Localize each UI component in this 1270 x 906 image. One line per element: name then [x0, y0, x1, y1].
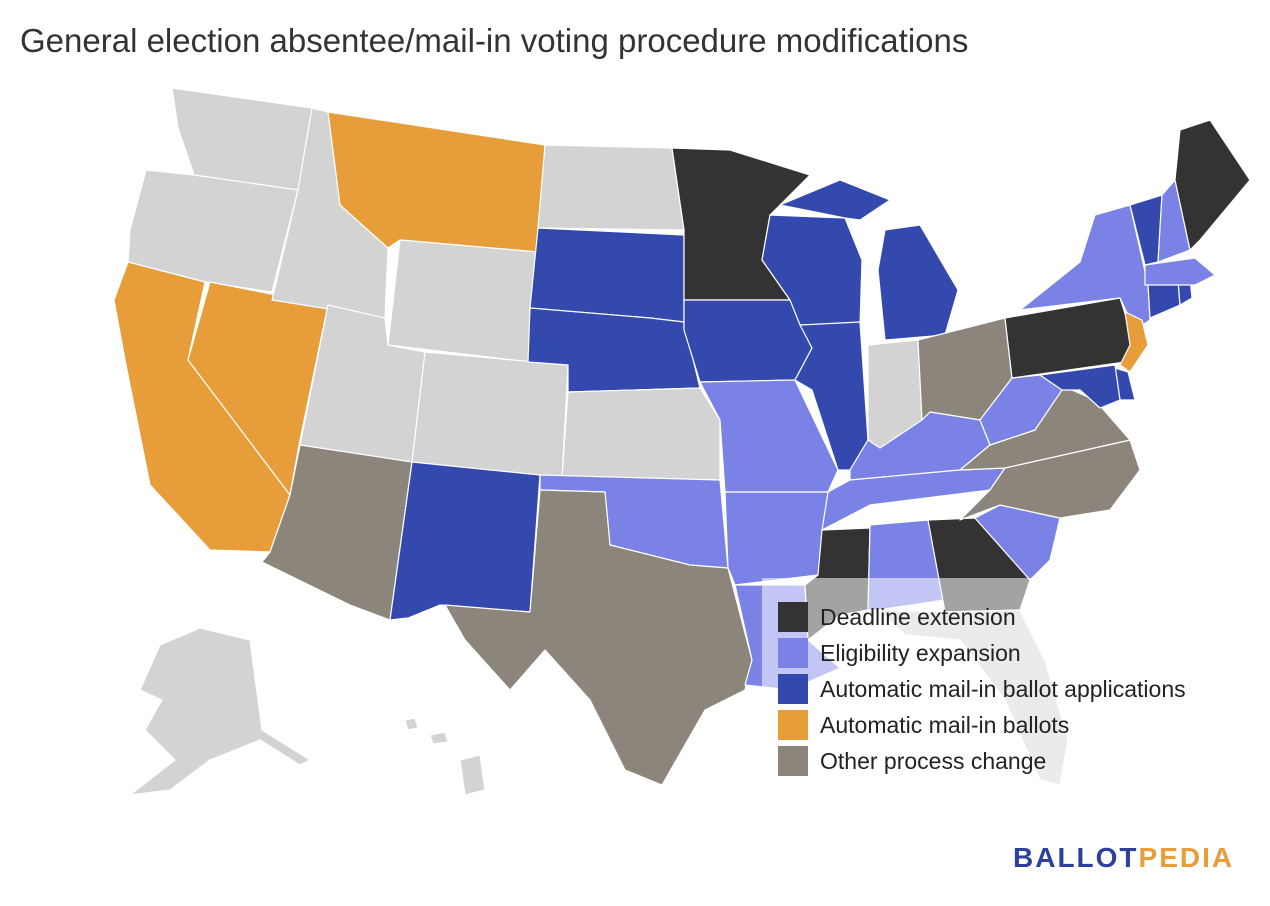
- state-co: [411, 351, 569, 481]
- state-ma: [1144, 257, 1216, 286]
- state-ak: [129, 627, 311, 796]
- state-tx: [444, 489, 753, 786]
- state-ia: [683, 299, 813, 383]
- legend-item-ballots: Automatic mail-in ballots: [778, 710, 1069, 740]
- state-ca: [113, 261, 291, 553]
- legend-item-deadline: Deadline extension: [778, 602, 1016, 632]
- state-ks: [561, 387, 721, 481]
- legend: Deadline extension Eligibility expansion…: [762, 578, 1240, 784]
- legend-label-other: Other process change: [820, 747, 1047, 774]
- ballotpedia-logo: BALLOTPEDIA: [1013, 842, 1234, 874]
- legend-swatch-eligibility: [778, 638, 808, 668]
- logo-text-ballot: BALLOT: [1013, 842, 1139, 873]
- state-md: [1039, 364, 1121, 409]
- legend-swatch-deadline: [778, 602, 808, 632]
- logo-text-pedia: PEDIA: [1138, 842, 1235, 873]
- legend-swatch-applications: [778, 674, 808, 704]
- legend-item-applications: Automatic mail-in ballot applications: [778, 674, 1186, 704]
- legend-swatch-ballots: [778, 710, 808, 740]
- state-ct: [1147, 279, 1181, 319]
- state-nd: [537, 144, 685, 231]
- state-sd: [529, 227, 685, 323]
- legend-item-eligibility: Eligibility expansion: [778, 638, 1021, 668]
- state-wy: [387, 239, 539, 363]
- map-title: General election absentee/mail-in voting…: [20, 22, 969, 59]
- state-nj: [1119, 311, 1149, 373]
- legend-label-eligibility: Eligibility expansion: [820, 639, 1021, 666]
- legend-swatch-other: [778, 746, 808, 776]
- state-il: [794, 321, 869, 471]
- state-ar: [724, 491, 829, 586]
- state-hi: [404, 717, 486, 796]
- legend-label-ballots: Automatic mail-in ballots: [820, 711, 1070, 738]
- legend-label-deadline: Deadline extension: [820, 603, 1016, 630]
- state-me: [1174, 119, 1251, 251]
- legend-label-applications: Automatic mail-in ballot applications: [820, 675, 1186, 702]
- state-nm: [389, 461, 541, 621]
- legend-item-other: Other process change: [778, 746, 1046, 776]
